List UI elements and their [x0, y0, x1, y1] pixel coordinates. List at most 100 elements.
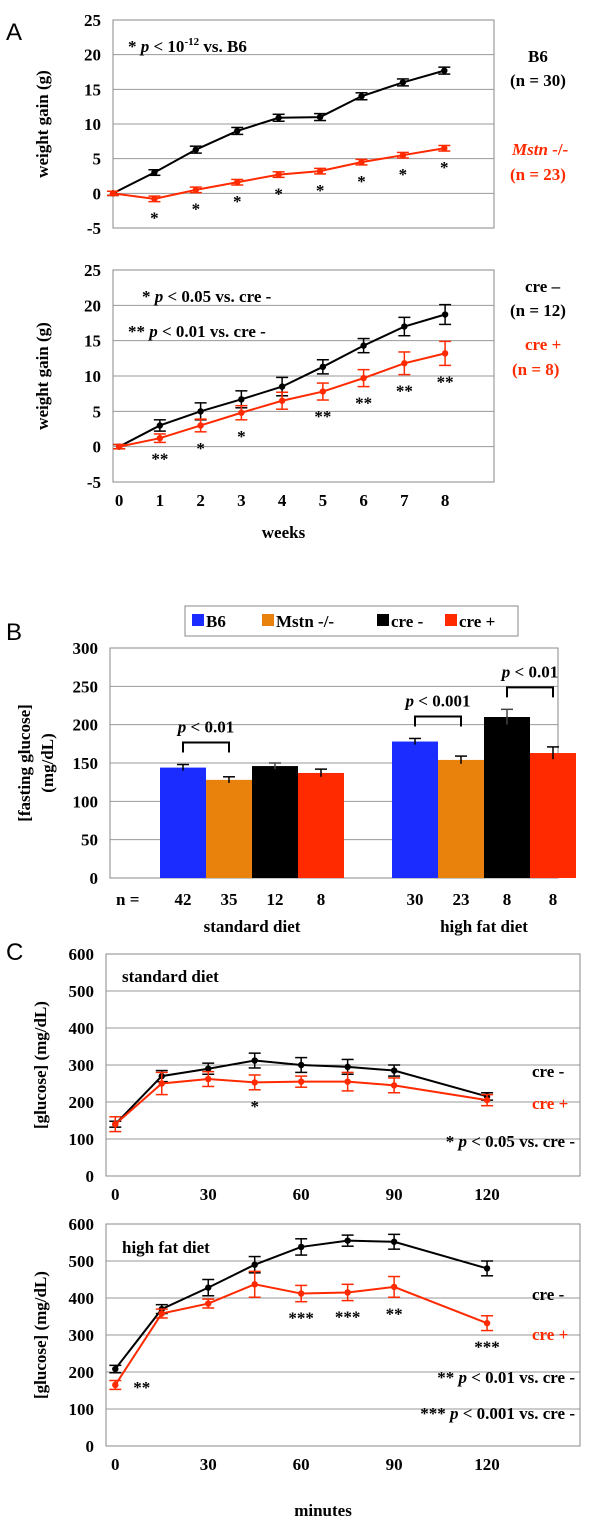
n-label: 23: [453, 890, 470, 909]
legend: B6 Mstn -/- cre - cre +: [184, 605, 519, 637]
data-point: [115, 443, 123, 450]
y-tick-label: 250: [73, 677, 99, 696]
x-axis-label: weeks: [262, 523, 306, 542]
bracket-p-text: < 0.01: [186, 718, 234, 737]
y-tick-label: 500: [69, 982, 95, 1001]
bar: [438, 759, 484, 878]
data-point: [251, 1057, 258, 1064]
y-tick-label: 150: [73, 754, 99, 773]
stat-note-post: < 0.01 vs. cre -: [158, 322, 266, 341]
series-label-b6: B6: [528, 47, 548, 66]
stat-note-post: < 0.05 vs. cre -: [467, 1132, 575, 1151]
data-point: [344, 1237, 351, 1244]
significance-star: *: [150, 209, 159, 228]
x-tick-label: 1: [156, 491, 165, 510]
bracket-p-label: p < 0.001: [404, 691, 471, 710]
y-tick-label: 0: [86, 1167, 95, 1186]
bracket-p: p: [404, 691, 415, 710]
data-point: [112, 1365, 119, 1373]
significance-star: **: [396, 382, 413, 401]
y-tick-label: 200: [69, 1093, 95, 1112]
data-point: [358, 93, 365, 100]
bar: [160, 767, 206, 878]
data-point: [344, 1289, 351, 1296]
x-tick-label: 30: [200, 1185, 217, 1204]
y-axis-label: [glucose] (mg/dL): [31, 1271, 50, 1399]
x-tick-label: 0: [111, 1185, 120, 1204]
n-label: 8: [317, 890, 326, 909]
data-point: [109, 190, 117, 197]
bar: [392, 741, 438, 878]
y-tick-label: -5: [87, 473, 101, 492]
data-point: [441, 145, 448, 152]
plot-frame: [105, 1223, 581, 1447]
significance-star: *: [274, 184, 283, 203]
y-tick-label: 20: [84, 296, 101, 315]
data-point: [441, 350, 449, 357]
stat-note: *** p < 0.001 vs. cre -: [420, 1404, 575, 1423]
significance-star: *: [237, 427, 246, 446]
n-label: 35: [221, 890, 238, 909]
y-tick-label: 5: [93, 402, 102, 421]
x-tick-label: 4: [278, 491, 287, 510]
significance-star: **: [355, 394, 372, 413]
data-point: [158, 1310, 165, 1317]
data-point: [205, 1300, 212, 1307]
data-point: [205, 1284, 212, 1291]
series-label-cre-minus-n: (n = 12): [510, 301, 566, 320]
y-tick-label: 400: [69, 1019, 95, 1038]
x-axis-label: minutes: [294, 1501, 352, 1520]
data-point: [399, 79, 407, 86]
legend-swatch: [377, 614, 389, 626]
significance-star: *: [316, 181, 325, 200]
significance-star: ***: [474, 1338, 500, 1357]
data-point: [297, 1061, 305, 1069]
data-point: [234, 179, 241, 186]
data-point: [483, 1319, 491, 1327]
data-point: [278, 397, 286, 404]
significance-star: **: [437, 372, 454, 391]
data-point: [278, 383, 286, 390]
data-point: [390, 1082, 398, 1089]
y-tick-label: 300: [69, 1056, 95, 1075]
y-tick-label: 20: [84, 46, 101, 65]
data-point: [360, 342, 367, 349]
series-label-mstn-suffix: -/-: [548, 140, 569, 159]
data-point: [156, 422, 164, 429]
series-label-b6-n: (n = 30): [510, 71, 566, 90]
data-point: [197, 422, 204, 429]
stat-note-p: p: [153, 287, 164, 306]
data-point: [112, 1121, 119, 1128]
series-label-cre-plus-n: (n = 8): [512, 360, 559, 379]
data-point: [238, 396, 245, 403]
bracket-p-text: < 0.001: [414, 691, 470, 710]
x-tick-label: 120: [474, 1455, 500, 1474]
y-tick-label: 10: [84, 367, 101, 386]
y-tick-label: 600: [69, 945, 95, 964]
significance-star: *: [399, 165, 408, 184]
series-label-cre-plus: cre +: [525, 335, 561, 354]
y-tick-label: 15: [84, 332, 101, 351]
significance-star: ***: [288, 1309, 314, 1328]
stat-note-post: vs. B6: [199, 37, 247, 56]
data-point: [316, 167, 324, 175]
data-point: [275, 114, 282, 121]
n-label: 12: [267, 890, 284, 909]
y-tick-label: 50: [81, 831, 98, 850]
stat-note-p: p: [448, 1404, 459, 1423]
legend-swatch: [262, 614, 274, 626]
data-point: [297, 1290, 305, 1297]
data-point: [112, 1381, 119, 1389]
stat-note-p: p: [147, 322, 158, 341]
data-point: [483, 1096, 491, 1104]
x-tick-label: 30: [200, 1455, 217, 1474]
bar: [484, 717, 530, 878]
legend-swatch: [445, 614, 457, 626]
bar: [298, 772, 344, 878]
series-line: [114, 1239, 488, 1370]
stat-note-pre: **: [437, 1368, 458, 1387]
legend-swatch: [192, 614, 204, 626]
data-point: [390, 1283, 398, 1291]
y-tick-label: 600: [69, 1215, 95, 1234]
series-line: [114, 1059, 488, 1125]
